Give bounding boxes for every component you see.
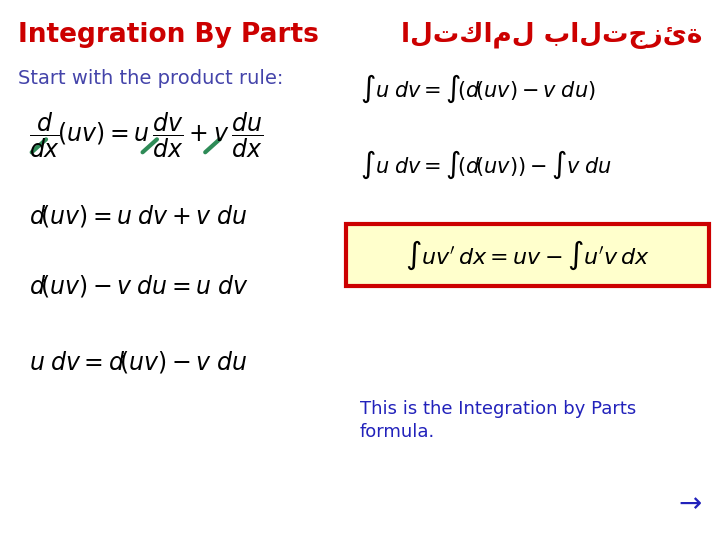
Text: $\int u\;dv=\int\!\left(d\!\left(uv\right)-v\;du\right)$: $\int u\;dv=\int\!\left(d\!\left(uv\righ…: [360, 73, 596, 105]
FancyBboxPatch shape: [346, 224, 709, 286]
Text: $\int uv^{\prime}\,dx=uv-\int u^{\prime}v\,dx$: $\int uv^{\prime}\,dx=uv-\int u^{\prime}…: [405, 239, 650, 272]
Text: $d\!\left(uv\right)=u\;dv+v\;du$: $d\!\left(uv\right)=u\;dv+v\;du$: [29, 203, 247, 229]
Text: $\dfrac{d}{dx}\!\left(uv\right)=u\,\dfrac{dv}{dx}+v\,\dfrac{du}{dx}$: $\dfrac{d}{dx}\!\left(uv\right)=u\,\dfra…: [29, 110, 263, 160]
Text: Integration By Parts: Integration By Parts: [18, 22, 319, 48]
Text: Start with the product rule:: Start with the product rule:: [18, 69, 284, 88]
Text: $u\;dv=d\!\left(uv\right)-v\;du$: $u\;dv=d\!\left(uv\right)-v\;du$: [29, 349, 247, 375]
Text: This is the Integration by Parts
formula.: This is the Integration by Parts formula…: [360, 400, 636, 441]
Text: $\int u\;dv=\int\!\left(d\!\left(uv\right)\right)-\int v\;du$: $\int u\;dv=\int\!\left(d\!\left(uv\righ…: [360, 148, 612, 181]
Text: التكامل بالتجزئة: التكامل بالتجزئة: [400, 22, 702, 49]
Text: $d\!\left(uv\right)-v\;du=u\;dv$: $d\!\left(uv\right)-v\;du=u\;dv$: [29, 273, 248, 299]
Text: →: →: [679, 490, 702, 518]
